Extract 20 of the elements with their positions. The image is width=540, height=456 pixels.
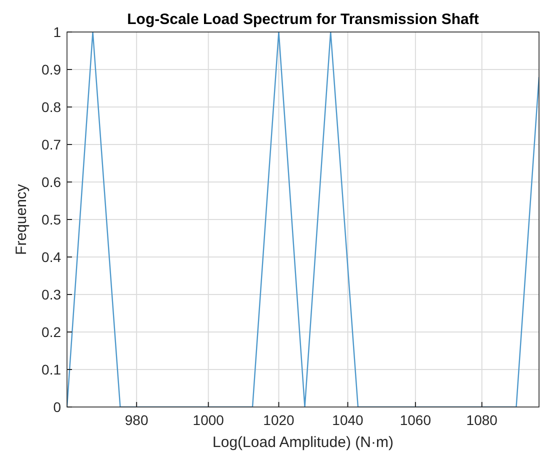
y-tick-label: 0.1 <box>42 362 62 378</box>
y-axis-title: Frequency <box>13 184 30 255</box>
y-tick-label: 0.2 <box>42 324 62 340</box>
chart-title: Log-Scale Load Spectrum for Transmission Shaft <box>127 11 479 28</box>
y-tick-label: 0.4 <box>42 249 62 265</box>
y-tick-label: 1 <box>53 24 62 40</box>
y-tick-label: 0.9 <box>42 62 62 78</box>
y-tick-label: 0.3 <box>42 286 62 302</box>
y-tick-label: 0 <box>53 399 62 415</box>
x-tick-label: 1000 <box>192 412 224 428</box>
x-tick-label: 1080 <box>466 412 498 428</box>
x-tick-label: 1020 <box>263 412 295 428</box>
x-tick-label: 1040 <box>332 412 364 428</box>
x-tick-label: 980 <box>124 412 148 428</box>
y-tick-label: 0.7 <box>42 136 62 152</box>
x-axis-title: Log(Load Amplitude) (N·m) <box>212 434 394 451</box>
y-tick-label: 0.6 <box>42 174 62 190</box>
y-tick-label: 0.8 <box>42 99 62 115</box>
x-tick-label: 1060 <box>400 412 432 428</box>
y-tick-label: 0.5 <box>42 212 62 228</box>
